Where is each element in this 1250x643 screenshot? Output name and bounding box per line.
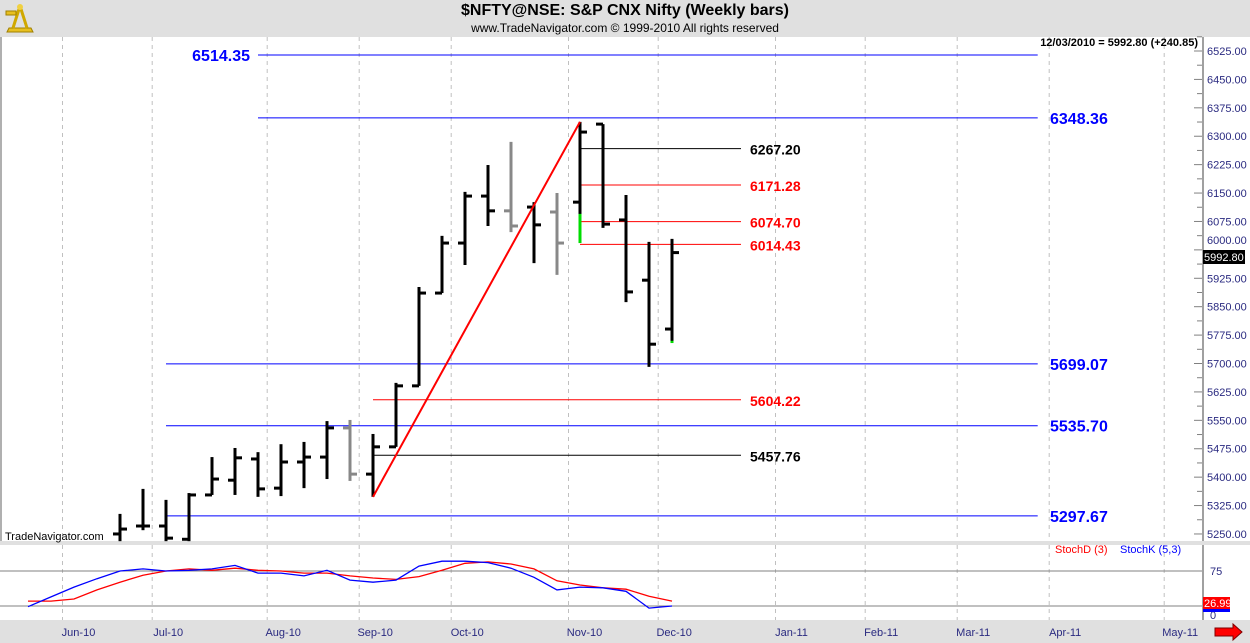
x-tick-label: Mar-11 (956, 627, 990, 639)
y-tick-label: 5625.00 (1207, 387, 1247, 399)
x-tick-label: Nov-10 (567, 627, 602, 639)
level-label: 5604.22 (750, 393, 801, 409)
level-label: 5535.70 (1050, 419, 1108, 436)
y-tick-label: 5400.00 (1207, 472, 1247, 484)
price-readout: 12/03/2010 = 5992.80 (+240.85) (1040, 37, 1198, 49)
stoch-line-red (28, 561, 673, 602)
y-tick-label: 5250.00 (1207, 529, 1247, 541)
x-tick-label: Jul-10 (153, 627, 183, 639)
left-border (0, 37, 2, 541)
level-label: 6267.20 (750, 142, 801, 158)
legend-stochk: StochK (5,3) (1120, 544, 1181, 556)
x-tick-label: Sep-10 (357, 627, 392, 639)
x-tick-label: Jan-11 (775, 627, 808, 639)
x-tick-label: Feb-11 (864, 627, 898, 639)
stoch-value-box (1203, 597, 1230, 610)
stoch-tick-label: 75 (1210, 566, 1222, 578)
level-label: 6014.43 (750, 237, 801, 253)
copyright-subtitle: www.TradeNavigator.com © 1999-2010 All r… (471, 21, 779, 35)
time-axis (0, 620, 1250, 643)
legend-stochd: StochD (3) (1055, 544, 1108, 556)
scroll-right-arrow-icon[interactable] (1214, 622, 1243, 642)
level-label: 6348.36 (1050, 111, 1108, 128)
y-tick-label: 5925.00 (1207, 273, 1247, 285)
y-tick-label: 5550.00 (1207, 415, 1247, 427)
level-label: 6514.35 (192, 48, 250, 65)
level-label: 5457.76 (750, 448, 801, 464)
stoch-value-label: 26.99 (1204, 598, 1232, 610)
chart-header: $NFTY@NSE: S&P CNX Nifty (Weekly bars) w… (0, 0, 1250, 37)
chart-title: $NFTY@NSE: S&P CNX Nifty (Weekly bars) (461, 2, 789, 19)
last-price-label: 5992.80 (1204, 252, 1244, 264)
stoch-value-underline (1203, 609, 1230, 612)
x-tick-label: Apr-11 (1049, 627, 1081, 639)
y-tick-label: 6150.00 (1207, 188, 1247, 200)
level-label: 6074.70 (750, 215, 801, 231)
right-axis-border (1202, 37, 1204, 621)
stoch-line-blue (27, 560, 673, 609)
x-tick-label: Dec-10 (656, 627, 691, 639)
price-panel (0, 37, 1202, 541)
y-tick-label: 6375.00 (1207, 103, 1247, 115)
last-price-box (1203, 250, 1245, 264)
x-tick-label: Oct-10 (451, 627, 484, 639)
level-label: 5297.67 (1050, 509, 1108, 526)
y-tick-label: 6000.00 (1207, 235, 1247, 247)
y-tick-label: 6450.00 (1207, 74, 1247, 86)
sextant-icon[interactable] (3, 2, 37, 36)
y-tick-label: 6075.00 (1207, 216, 1247, 228)
right-axis-panel (1202, 37, 1250, 621)
y-tick-label: 5325.00 (1207, 501, 1247, 513)
x-tick-label: Jun-10 (62, 627, 96, 639)
y-tick-label: 6225.00 (1207, 160, 1247, 172)
y-tick-label: 5700.00 (1207, 359, 1247, 371)
stoch-tick-label: 0 (1210, 610, 1216, 622)
level-label: 6171.28 (750, 178, 801, 194)
panel-divider[interactable] (0, 541, 1250, 545)
x-tick-label: Aug-10 (265, 627, 300, 639)
watermark-text: TradeNavigator.com (5, 531, 104, 543)
y-tick-label: 6300.00 (1207, 131, 1247, 143)
x-tick-label: May-11 (1162, 627, 1198, 639)
level-label: 5699.07 (1050, 357, 1108, 374)
y-tick-label: 5775.00 (1207, 330, 1247, 342)
y-tick-label: 5850.00 (1207, 302, 1247, 314)
stochastic-panel (0, 545, 1202, 620)
y-tick-label: 5475.00 (1207, 444, 1247, 456)
trend-line (372, 121, 581, 498)
y-tick-label: 6525.00 (1207, 46, 1247, 58)
